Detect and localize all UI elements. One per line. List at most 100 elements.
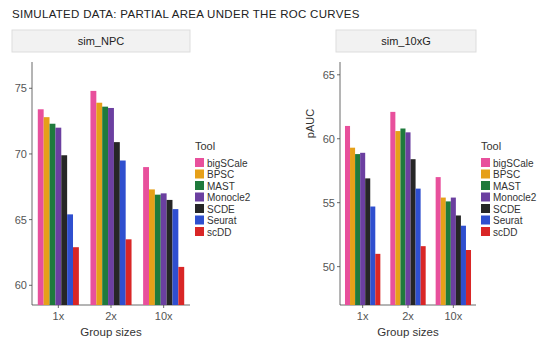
bar [120,161,126,305]
x-tick-label: 2x [402,310,414,322]
legend-key [195,216,204,225]
legend-label: Monocle2 [493,192,537,203]
legend-key [481,204,490,213]
x-tick [58,305,59,308]
legend-key [195,181,204,190]
strip [12,30,190,52]
legend-key [481,181,490,190]
legend-label: SCDE [493,204,521,215]
bar [436,177,441,305]
y-axis-line [32,62,33,305]
bar [416,189,421,305]
bar [355,154,360,305]
legend-key [481,193,490,202]
bar [102,107,108,305]
x-tick-label: 10x [444,310,462,322]
x-tick-label: 1x [357,310,369,322]
y-axis-title: pAUC [304,109,316,138]
x-tick [408,305,409,308]
x-tick [362,305,363,308]
bar [441,198,446,305]
legend: ToolbigSCaleBPSCMASTMonocle2SCDESeuratsc… [195,140,251,238]
y-tick-label: 70 [15,148,27,160]
legend-key [481,158,490,167]
bar [67,214,73,305]
bar [365,178,370,305]
panel-title: sim_NPC [78,35,125,47]
bars [38,91,184,305]
bar [400,129,405,305]
y-tick [29,153,32,154]
legend-key [195,158,204,167]
bar [421,246,426,305]
bar [461,226,466,305]
bar [411,159,416,305]
x-tick [453,305,454,308]
legend-label: Seurat [493,215,523,226]
strip [336,30,476,52]
panel-title: sim_10xG [381,35,431,47]
y-tick-label: 75 [15,82,27,94]
y-tick-label: 50 [323,261,335,273]
y-tick [29,285,32,286]
legend-label: Monocle2 [207,192,251,203]
y-tick [337,202,340,203]
y-tick-label: 65 [323,69,335,81]
bar [114,142,120,305]
legend-label: bigSCale [493,158,534,169]
bar [61,155,67,305]
bars [345,112,471,305]
bar [375,254,380,305]
bar [108,108,114,305]
legend-key [481,216,490,225]
legend-title: Tool [481,140,501,152]
y-tick [337,74,340,75]
panel: sim_NPC606570751x2x10xGroup sizesToolbig… [12,30,251,338]
x-tick [111,305,112,308]
bar [50,124,56,305]
panel: sim_10xG 50 55 60 65 pAUC 1x 2x 10x Group sizes To… [304,30,537,338]
x-tick-label: 1x [53,310,65,322]
bar [456,215,461,305]
legend: ToolbigSCaleBPSCMASTMonocle2SCDESeuratsc… [481,140,537,238]
y-tick [337,138,340,139]
bar [149,189,155,305]
bar [143,167,149,305]
y-tick-label: 60 [15,279,27,291]
bar [90,91,96,305]
bar [395,131,400,305]
y-tick-label: 60 [323,133,335,145]
bar [126,239,132,305]
x-tick-label: 2x [105,310,117,322]
x-axis-title: Group sizes [377,326,439,338]
figure-title: SIMULATED DATA: PARTIAL AREA UNDER THE R… [12,8,360,20]
y-tick [337,266,340,267]
bar [96,103,102,305]
bar [390,112,395,305]
x-axis-title: Group sizes [80,326,142,338]
bar [172,209,178,305]
legend-key [195,193,204,202]
bar [38,109,44,305]
legend-label: scDD [207,227,231,238]
legend-key [195,204,204,213]
bar [44,117,50,305]
y-tick [29,88,32,89]
legend-key [481,170,490,179]
bar [466,250,471,305]
y-axis-line [340,62,341,305]
bar [55,128,61,305]
x-tick [163,305,164,308]
y-tick-label: 65 [15,214,27,226]
legend-label: BPSC [493,169,520,180]
legend-title: Tool [195,140,215,152]
legend-key [481,227,490,236]
y-tick [29,219,32,220]
legend-key [195,170,204,179]
bar [350,148,355,305]
bar [161,193,167,305]
legend-label: Seurat [207,215,237,226]
bar [446,201,451,305]
legend-label: MAST [493,181,521,192]
y-tick-label: 55 [323,197,335,209]
